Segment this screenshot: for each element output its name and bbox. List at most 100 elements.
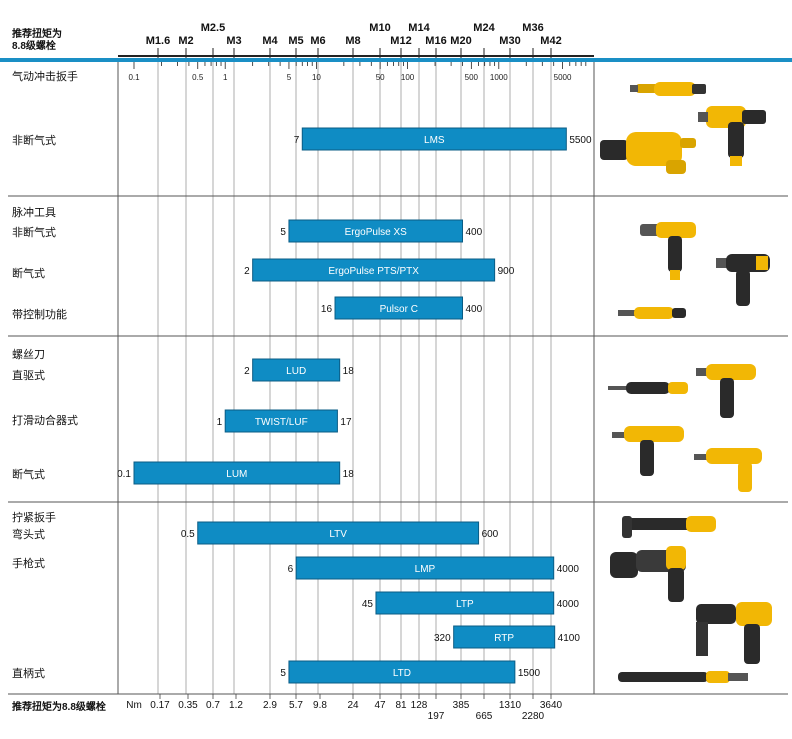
bar-label: LUD <box>286 366 306 377</box>
nutrunner-pistol-icon <box>610 546 686 602</box>
bar-label: LMP <box>415 564 436 575</box>
footer-value: 24 <box>347 700 359 711</box>
bolt-size-label: M36 <box>522 22 543 34</box>
bolt-size-label: M1.6 <box>146 35 170 47</box>
bar-min-label: 6 <box>288 564 294 575</box>
row-label-screwdriver-slip: 打滑动合器式 <box>12 415 78 427</box>
row-label-screwdriver-direct: 直驱式 <box>12 370 45 382</box>
header-title-line1: 推荐扭矩为 <box>12 29 62 40</box>
impact-wrench-photos <box>600 82 766 174</box>
footer-value: 385 <box>453 700 470 711</box>
row-label-impact-nonshutoff: 非断气式 <box>12 135 56 147</box>
log-tick-label: 50 <box>376 73 385 82</box>
bar-max-label: 4000 <box>557 564 580 575</box>
bar-max-label: 400 <box>466 304 483 315</box>
bar-min-label: 5 <box>280 668 286 679</box>
bolt-size-label: M8 <box>345 35 360 47</box>
footer-title: 推荐扭矩为8.8级螺栓 <box>12 702 106 713</box>
bar-min-label: 320 <box>434 633 451 644</box>
bar-max-label: 600 <box>482 529 499 540</box>
bar-min-label: 2 <box>244 366 250 377</box>
footer-value: 9.8 <box>313 700 327 711</box>
bolt-size-label: M30 <box>499 35 520 47</box>
bolt-size-label: M5 <box>288 35 303 47</box>
bolt-size-label: M42 <box>540 35 561 47</box>
footer-value: 2.9 <box>263 700 277 711</box>
pulse-tool-shutoff-icon <box>716 254 770 306</box>
header-title-line2: 8.8级螺栓 <box>12 41 56 52</box>
header-title: 推荐扭矩为 8.8级螺栓 <box>12 29 62 53</box>
bolt-size-label: M6 <box>310 35 325 47</box>
row-label-nutrunner-angle: 弯头式 <box>12 529 45 541</box>
group-label-nutrunner: 拧紧扳手 <box>12 512 56 524</box>
row-label-pulse-controlled: 带控制功能 <box>12 309 67 321</box>
bar-min-label: 45 <box>362 599 374 610</box>
log-tick-label: 0.5 <box>192 73 204 82</box>
bar-label: ErgoPulse XS <box>345 227 408 238</box>
pulse-tool-straight-icon <box>618 307 686 319</box>
footer-value: 2280 <box>522 711 545 722</box>
bar-max-label: 18 <box>343 469 355 480</box>
bar-lum <box>133 461 341 485</box>
footer-value: 81 <box>395 700 407 711</box>
bar-max-label: 4000 <box>557 599 580 610</box>
row-label-screwdriver-shutoff: 断气式 <box>12 469 45 481</box>
log-tick-label: 10 <box>312 73 321 82</box>
bar-max-label: 4100 <box>558 633 581 644</box>
log-tick-label: 0.1 <box>128 73 140 82</box>
log-tick-label: 5000 <box>554 73 572 82</box>
footer-value: 128 <box>411 700 428 711</box>
bar-label: LMS <box>424 135 445 146</box>
bolt-size-label: M2.5 <box>201 22 225 34</box>
log-tick-label: 500 <box>465 73 479 82</box>
row-label-pulse-shutoff: 断气式 <box>12 268 45 280</box>
bar-min-label: 7 <box>294 135 300 146</box>
bar-lud <box>252 358 341 382</box>
bar-lmp <box>295 556 555 580</box>
row-label-nutrunner-straight: 直柄式 <box>12 668 45 680</box>
bar-min-label: 1 <box>217 417 223 428</box>
bar-label: LTV <box>329 529 347 540</box>
bolt-size-label: M10 <box>369 22 390 34</box>
footer-value: 0.7 <box>206 700 220 711</box>
bar-max-label: 18 <box>343 366 355 377</box>
log-tick-label: 1 <box>223 73 228 82</box>
log-tick-label: 5 <box>287 73 292 82</box>
footer-value: 197 <box>428 711 445 722</box>
bar-label: Pulsor C <box>380 304 418 315</box>
group-label-pulse: 脉冲工具 <box>12 207 56 219</box>
group-label-impact: 气动冲击扳手 <box>12 71 78 83</box>
impact-wrench-pistol-icon <box>698 106 766 166</box>
bar-min-label: 0.1 <box>117 469 131 480</box>
bar-label: TWIST/LUF <box>255 417 308 428</box>
nutrunner-photos <box>610 516 772 683</box>
bar-min-label: 5 <box>280 227 286 238</box>
bar-pulsor-c <box>334 296 464 320</box>
bolt-size-label: M16 <box>425 35 446 47</box>
bar-lms <box>301 127 567 151</box>
impact-wrench-small-icon <box>630 82 706 96</box>
bar-ltd <box>288 660 516 684</box>
nutrunner-angle-icon <box>622 516 716 538</box>
impact-wrench-large-icon <box>600 132 696 174</box>
bolt-size-label: M24 <box>473 22 495 34</box>
bar-max-label: 17 <box>340 417 352 428</box>
bar-label: LUM <box>226 469 247 480</box>
nutrunner-reaction-icon <box>696 602 772 664</box>
screwdriver-pistol-right-icon <box>694 448 762 492</box>
pulse-tool-photos <box>618 222 770 319</box>
screwdriver-straight-icon <box>608 382 688 394</box>
footer-value: 47 <box>374 700 386 711</box>
bar-min-label: 0.5 <box>181 529 195 540</box>
bar-label: RTP <box>494 633 514 644</box>
bar-min-label: 2 <box>244 266 250 277</box>
bolt-size-label: M2 <box>178 35 193 47</box>
pulse-tool-pistol-icon <box>640 222 696 280</box>
bolt-size-label: M20 <box>450 35 471 47</box>
footer-unit: Nm <box>126 700 142 711</box>
footer-value: 5.7 <box>289 700 303 711</box>
bar-max-label: 900 <box>498 266 515 277</box>
log-tick-label: 100 <box>401 73 415 82</box>
